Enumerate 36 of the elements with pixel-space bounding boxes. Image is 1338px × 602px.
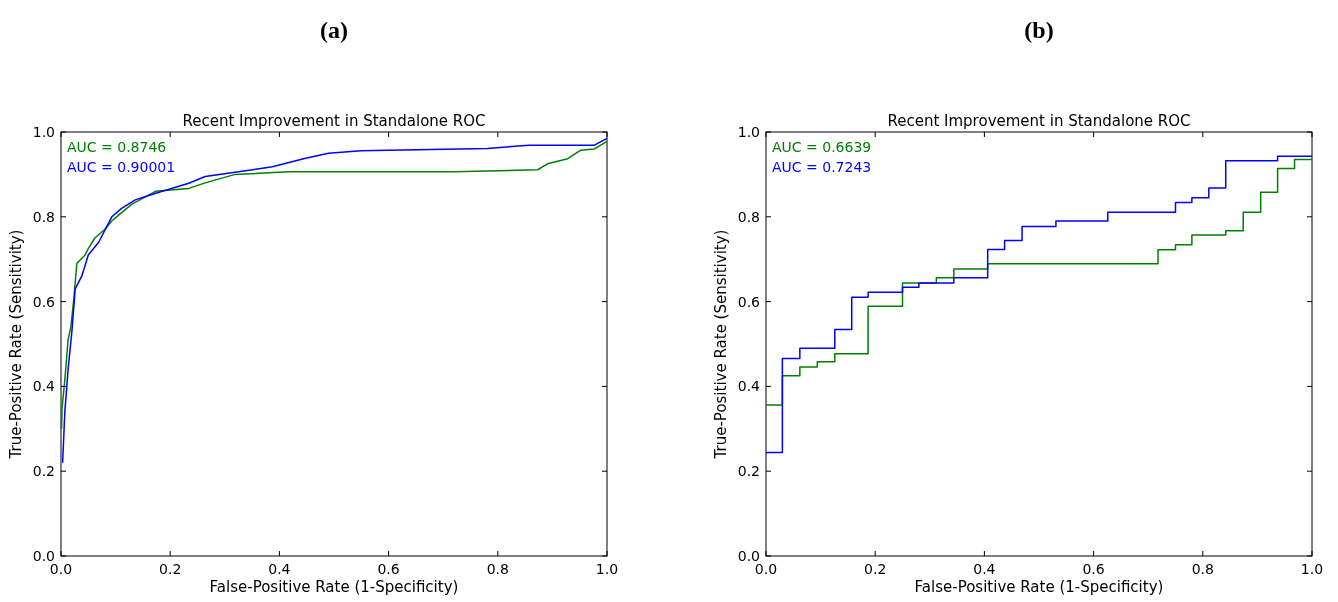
- y-tick-label: 1.0: [32, 124, 55, 140]
- y-tick-label: 0.2: [737, 463, 760, 480]
- y-tick-label: 0.6: [737, 293, 761, 310]
- x-tick-label: 0.8: [486, 561, 509, 577]
- text: AUC = 0.6639: [772, 139, 872, 155]
- chart-subtitle: (b): [1024, 17, 1054, 43]
- text: AUC = 0.8746: [67, 139, 167, 155]
- x-axis-title: False-Positive Rate (1-Specificity): [209, 578, 459, 596]
- y-tick-label: 0.8: [32, 208, 55, 225]
- y-axis-title: True-Positive Rate (Sensitivity): [712, 229, 730, 460]
- y-tick-label: 0.2: [32, 463, 55, 480]
- x-tick-label: 0.4: [973, 561, 996, 577]
- x-tick-label: 1.0: [595, 561, 619, 577]
- text: AUC = 0.7243: [772, 159, 872, 175]
- y-tick-label: 0.6: [32, 293, 56, 310]
- x-tick-label: 0.6: [1082, 561, 1105, 577]
- y-tick-label: 0.4: [737, 378, 761, 395]
- y-tick-label: 0.0: [32, 548, 55, 564]
- y-tick-label: 0.4: [32, 378, 56, 395]
- x-axis-title: False-Positive Rate (1-Specificity): [914, 578, 1164, 596]
- y-axis-title: True-Positive Rate (Sensitivity): [7, 229, 25, 460]
- x-tick-label: 0.0: [49, 561, 73, 577]
- series-label: AUC = 0.90001: [67, 159, 176, 175]
- chart-subtitle: (a): [320, 17, 348, 43]
- x-tick-label: 1.0: [1300, 561, 1324, 577]
- x-tick-label: 0.2: [864, 561, 887, 577]
- x-tick-label: 0.8: [1191, 561, 1214, 577]
- x-tick-label: 0.0: [754, 561, 778, 577]
- y-tick-label: 0.8: [737, 208, 760, 225]
- x-tick-label: 0.4: [268, 561, 291, 577]
- y-tick-label: 0.0: [737, 548, 760, 564]
- chart-title: Recent Improvement in Standalone ROC: [887, 112, 1191, 130]
- x-tick-label: 0.2: [159, 561, 182, 577]
- x-tick-label: 0.6: [377, 561, 400, 577]
- y-tick-label: 1.0: [737, 124, 760, 140]
- chart-title: Recent Improvement in Standalone ROC: [182, 112, 486, 130]
